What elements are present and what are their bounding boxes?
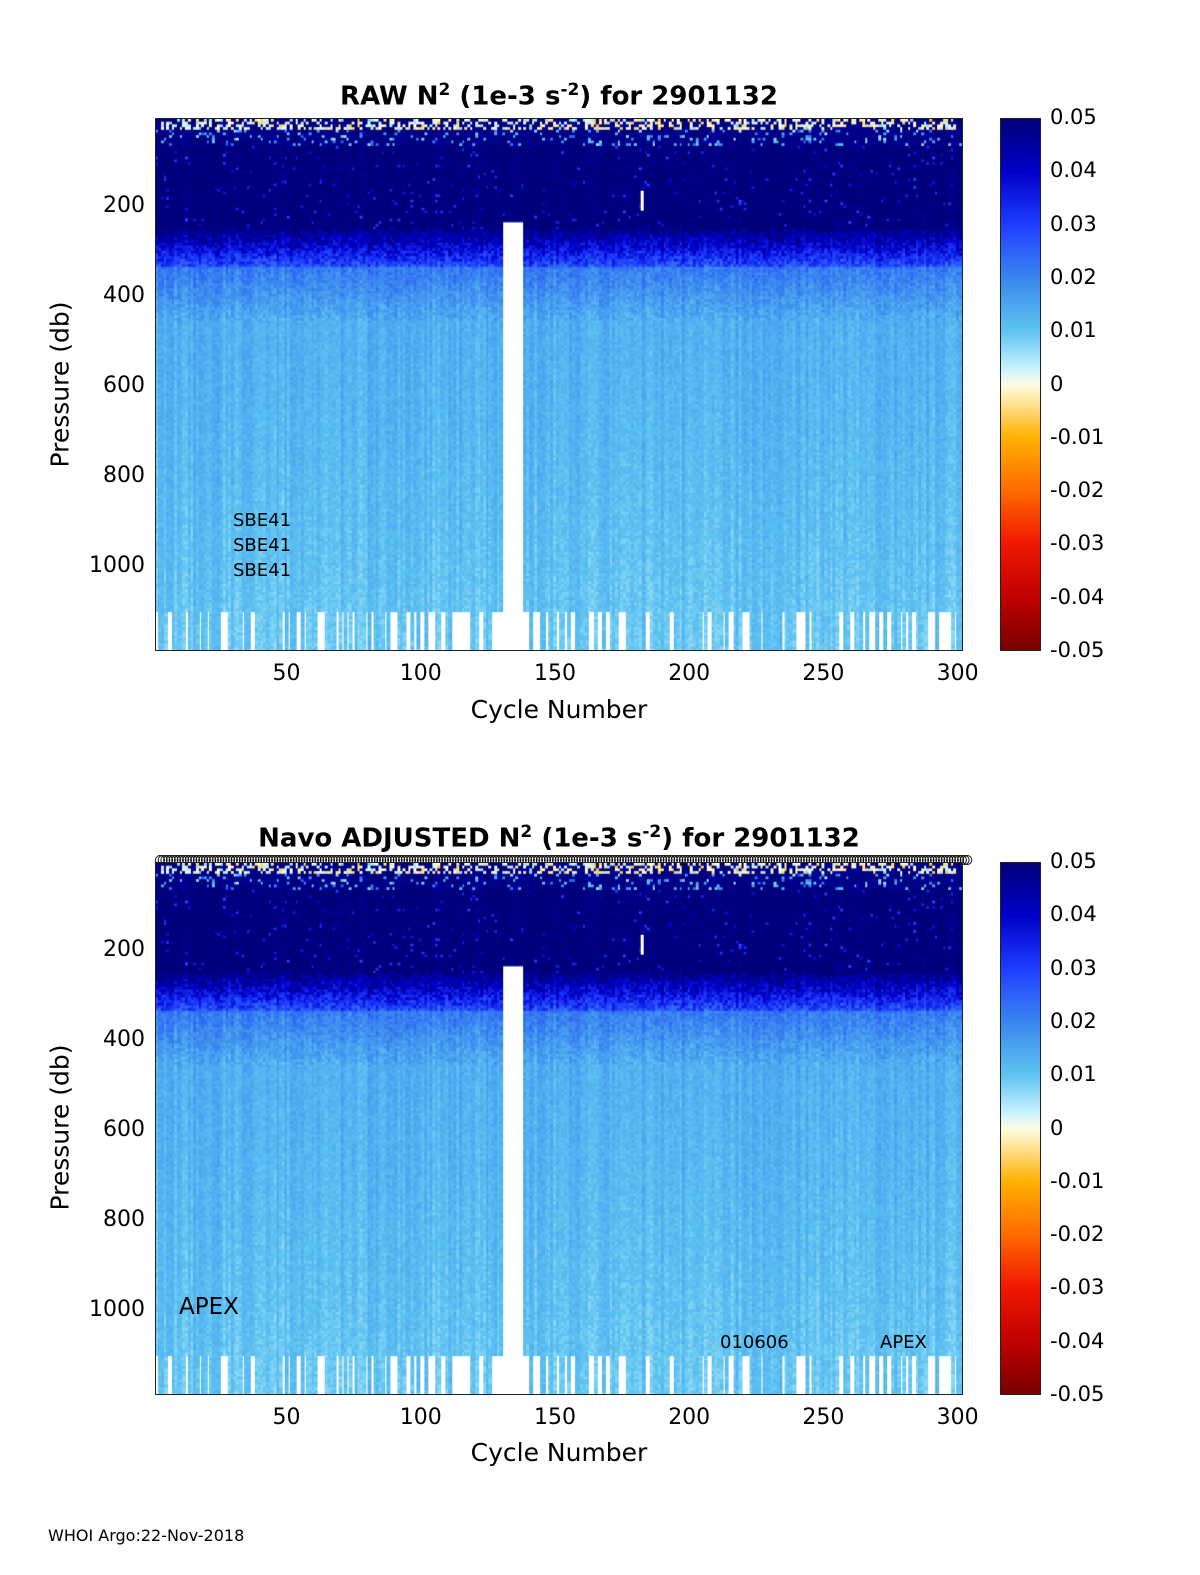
bottom-heatmap-canvas	[156, 863, 962, 1394]
colorbar-tick-label: -0.04	[1050, 1328, 1105, 1353]
y-tick-label: 200	[103, 936, 145, 962]
bottom-x-axis-label: Cycle Number	[470, 1438, 648, 1467]
colorbar-tick-label: -0.03	[1050, 531, 1105, 556]
x-tick-label: 250	[802, 661, 845, 686]
bottom-annotation-serial: 010606	[720, 1332, 789, 1353]
title-text: (1e-3 s	[450, 81, 561, 112]
surface-marker	[959, 855, 970, 865]
bottom-annotation-apex-left: APEX	[179, 1294, 239, 1320]
footer-credit: WHOI Argo:22-Nov-2018	[48, 1526, 245, 1545]
y-tick-label: 800	[103, 462, 145, 488]
x-tick-label: 300	[936, 1405, 979, 1430]
title-sup: 2	[438, 80, 451, 100]
colorbar-tick-label: -0.01	[1050, 1168, 1105, 1193]
top-chart-title: RAW N2 (1e-3 s-2) for 2901132	[155, 80, 963, 112]
x-tick-label: 150	[533, 1405, 576, 1430]
top-annotation-3: SBE41	[233, 560, 292, 581]
y-tick-label: 400	[103, 1026, 145, 1052]
title-text: ) for 2901132	[579, 81, 778, 112]
colorbar-tick-label: -0.03	[1050, 1275, 1105, 1300]
top-y-axis-label: Pressure (db)	[45, 301, 75, 468]
title-text: RAW N	[340, 81, 439, 112]
surface-marker	[962, 855, 973, 865]
x-tick-label: 200	[668, 661, 711, 686]
colorbar-tick-label: 0.04	[1050, 158, 1097, 183]
x-tick-label: 300	[936, 661, 979, 686]
bottom-y-axis-label: Pressure (db)	[45, 1044, 75, 1211]
colorbar-tick-label: 0	[1050, 1115, 1064, 1140]
x-tick-label: 50	[272, 1405, 301, 1430]
colorbar-tick-label: -0.05	[1050, 1382, 1105, 1406]
colorbar-tick-label: 0.05	[1050, 105, 1097, 129]
x-tick-label: 150	[533, 661, 576, 686]
colorbar-tick-label: -0.02	[1050, 478, 1105, 503]
y-tick-label: 600	[103, 1116, 145, 1142]
colorbar-tick-label: -0.05	[1050, 638, 1105, 662]
top-annotation-1: SBE41	[233, 510, 292, 531]
title-sup: 2	[520, 822, 533, 842]
title-text: ) for 2901132	[661, 823, 860, 854]
title-text: (1e-3 s	[532, 823, 643, 854]
y-tick-label: 1000	[89, 1296, 145, 1322]
y-tick-label: 1000	[89, 552, 145, 578]
colorbar-tick-label: -0.04	[1050, 584, 1105, 609]
top-colorbar	[1000, 118, 1041, 651]
bottom-colorbar	[1000, 862, 1041, 1395]
colorbar-tick-label: 0.03	[1050, 955, 1097, 980]
y-tick-label: 200	[103, 192, 145, 218]
colorbar-tick-label: 0.02	[1050, 1008, 1097, 1033]
colorbar-tick-label: 0.04	[1050, 902, 1097, 927]
x-tick-label: 100	[399, 661, 442, 686]
title-text: Navo ADJUSTED N	[258, 823, 521, 854]
colorbar-tick-label: -0.01	[1050, 424, 1105, 449]
colorbar-tick-label: 0	[1050, 371, 1064, 396]
bottom-annotation-apex-right: APEX	[880, 1332, 927, 1353]
x-tick-label: 50	[272, 661, 301, 686]
colorbar-tick-label: 0.03	[1050, 211, 1097, 236]
title-sup: -2	[560, 80, 580, 100]
x-tick-label: 100	[399, 1405, 442, 1430]
y-tick-label: 800	[103, 1206, 145, 1232]
top-heatmap-canvas	[156, 119, 962, 650]
colorbar-tick-label: 0.02	[1050, 264, 1097, 289]
title-sup: -2	[642, 822, 662, 842]
bottom-chart-title: Navo ADJUSTED N2 (1e-3 s-2) for 2901132	[155, 822, 963, 854]
y-tick-label: 600	[103, 372, 145, 398]
colorbar-tick-label: 0.05	[1050, 849, 1097, 873]
top-annotation-2: SBE41	[233, 535, 292, 556]
top-x-axis-label: Cycle Number	[470, 695, 648, 724]
x-tick-label: 200	[668, 1405, 711, 1430]
colorbar-tick-label: 0.01	[1050, 318, 1097, 343]
y-tick-label: 400	[103, 282, 145, 308]
top-heatmap-plot	[155, 118, 963, 651]
x-tick-label: 250	[802, 1405, 845, 1430]
bottom-heatmap-plot	[155, 862, 963, 1395]
colorbar-tick-label: 0.01	[1050, 1062, 1097, 1087]
colorbar-tick-label: -0.02	[1050, 1222, 1105, 1247]
